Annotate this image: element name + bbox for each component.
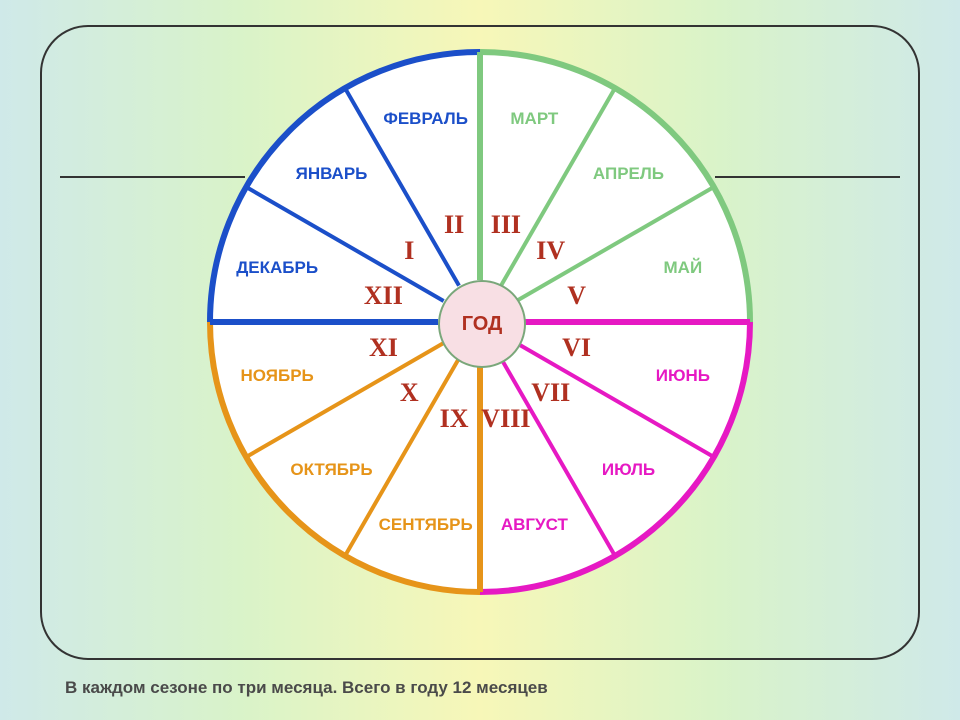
month-label: СЕНТЯБРЬ — [379, 515, 473, 535]
month-label: ИЮНЬ — [656, 366, 710, 386]
month-label: НОЯБРЬ — [241, 366, 314, 386]
month-label: ИЮЛЬ — [602, 460, 655, 480]
year-wheel-diagram: XII ДЕКАБРЬ I ЯНВАРЬ II ФЕВРАЛЬ III МАРТ IV АПРЕЛ… — [192, 34, 768, 610]
roman-numeral: XII — [364, 281, 403, 311]
center-label: ГОД — [462, 313, 503, 336]
month-label: АВГУСТ — [501, 515, 568, 535]
slide-background: XII ДЕКАБРЬ I ЯНВАРЬ II ФЕВРАЛЬ III МАРТ IV АПРЕЛ… — [0, 0, 960, 720]
month-label: АПРЕЛЬ — [593, 164, 664, 184]
center-circle: ГОД — [438, 280, 526, 368]
roman-numeral: IV — [536, 236, 565, 266]
roman-numeral: VI — [562, 333, 591, 363]
roman-numeral: IX — [440, 404, 469, 434]
roman-numeral: XI — [369, 333, 398, 363]
roman-numeral: VIII — [481, 404, 530, 434]
caption-text: В каждом сезоне по три месяца. Всего в г… — [65, 678, 548, 698]
roman-numeral: VII — [531, 378, 570, 408]
roman-numeral: I — [404, 236, 414, 266]
roman-numeral: II — [444, 210, 464, 240]
month-label: ФЕВРАЛЬ — [383, 109, 468, 129]
month-label: ДЕКАБРЬ — [236, 258, 318, 278]
month-label: МАРТ — [510, 109, 558, 129]
month-label: ЯНВАРЬ — [296, 164, 368, 184]
month-label: ОКТЯБРЬ — [290, 460, 372, 480]
roman-numeral: III — [491, 210, 521, 240]
month-label: МАЙ — [664, 258, 703, 278]
roman-numeral: V — [567, 281, 586, 311]
roman-numeral: X — [400, 378, 419, 408]
